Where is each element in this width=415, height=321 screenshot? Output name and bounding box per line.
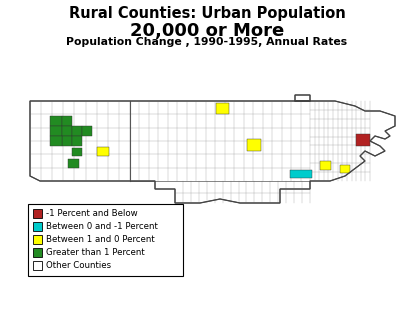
Bar — [72, 148, 82, 156]
Text: -1 Percent and Below: -1 Percent and Below — [46, 209, 138, 218]
Bar — [33, 209, 42, 218]
Bar — [62, 126, 72, 136]
Bar — [50, 126, 62, 136]
Text: Between 0 and -1 Percent: Between 0 and -1 Percent — [46, 222, 158, 231]
Bar — [50, 116, 62, 126]
Bar — [33, 261, 42, 270]
Text: Population Change , 1990-1995, Annual Rates: Population Change , 1990-1995, Annual Ra… — [66, 37, 348, 47]
Bar — [82, 126, 92, 136]
Bar — [356, 134, 370, 146]
Bar — [28, 204, 183, 276]
Bar — [290, 170, 312, 178]
Text: Between 1 and 0 Percent: Between 1 and 0 Percent — [46, 235, 155, 244]
Bar — [72, 136, 82, 146]
Bar — [33, 235, 42, 244]
Bar — [320, 161, 331, 170]
Text: Rural Counties: Urban Population: Rural Counties: Urban Population — [68, 6, 345, 21]
Bar — [216, 103, 229, 114]
Bar — [62, 116, 72, 126]
Bar — [33, 222, 42, 231]
Polygon shape — [30, 95, 395, 203]
Text: 20,000 or More: 20,000 or More — [130, 22, 284, 40]
Bar — [68, 159, 79, 168]
Bar — [33, 248, 42, 257]
Text: Other Counties: Other Counties — [46, 261, 111, 270]
Bar — [72, 126, 82, 136]
Bar — [97, 147, 109, 156]
Bar — [340, 165, 350, 173]
Bar — [62, 136, 72, 146]
Bar — [247, 139, 261, 151]
Bar — [50, 136, 62, 146]
Text: Greater than 1 Percent: Greater than 1 Percent — [46, 248, 145, 257]
